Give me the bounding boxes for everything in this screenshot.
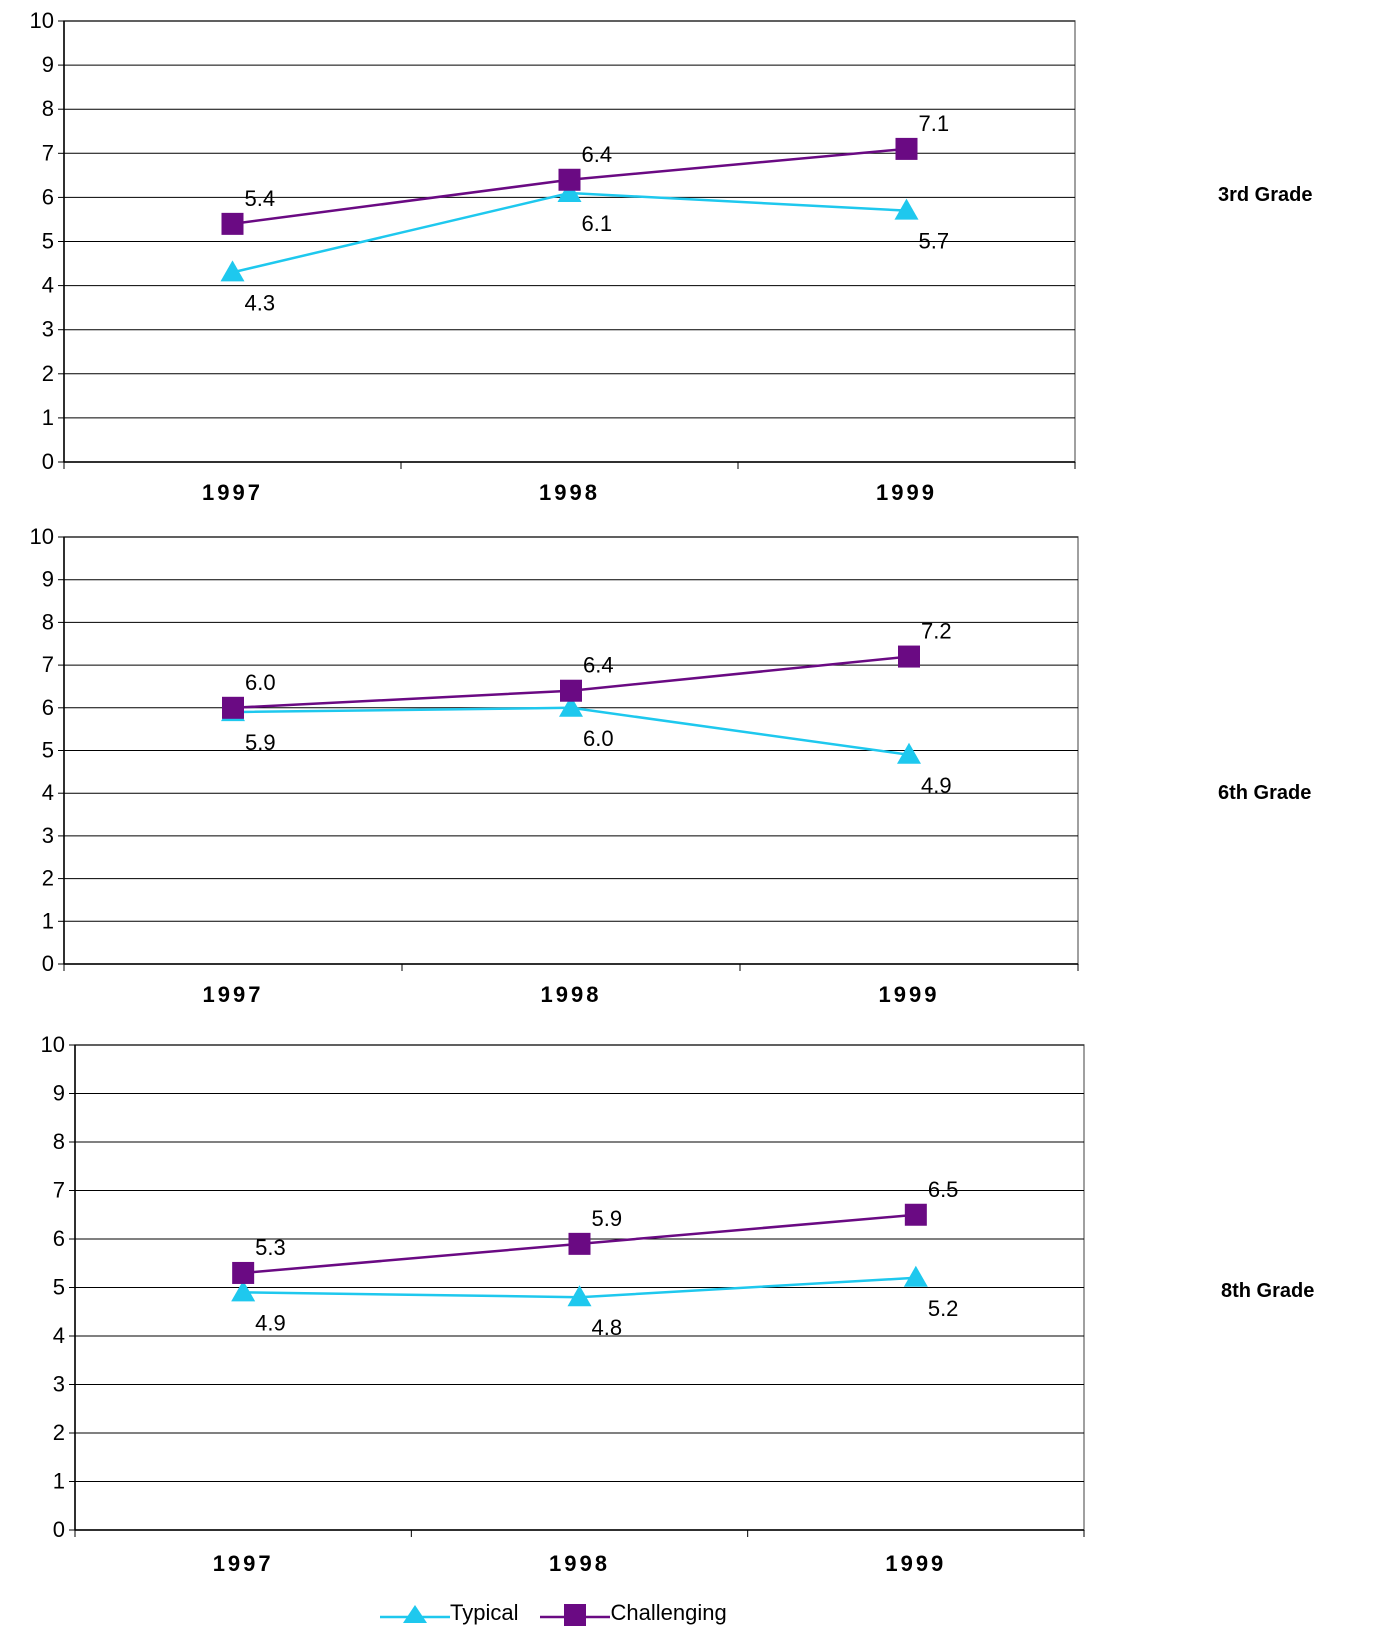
data-point-typical	[231, 1280, 256, 1302]
data-label-typical: 5.2	[928, 1296, 959, 1321]
y-tick-label: 1	[42, 908, 54, 933]
y-tick-label: 9	[42, 567, 54, 592]
data-point-typical	[220, 260, 245, 282]
y-tick-label: 4	[53, 1323, 65, 1348]
triangle-marker-icon	[380, 1605, 450, 1623]
y-tick-label: 0	[42, 449, 54, 474]
x-tick-label: 1999	[885, 1551, 946, 1576]
y-tick-label: 4	[42, 273, 54, 298]
y-tick-label: 6	[42, 695, 54, 720]
x-tick-label: 1998	[539, 480, 600, 505]
legend-item-typical: Typical	[380, 1598, 518, 1628]
x-tick-label: 1997	[202, 480, 263, 505]
data-point-typical	[903, 1265, 928, 1287]
x-tick-label: 1998	[549, 1551, 610, 1576]
data-point-challenging	[558, 168, 581, 191]
data-point-typical	[567, 1285, 592, 1307]
data-label-typical: 4.9	[921, 773, 952, 798]
data-label-typical: 4.8	[592, 1315, 623, 1340]
y-tick-label: 7	[42, 140, 54, 165]
data-point-challenging	[568, 1232, 591, 1255]
data-label-challenging: 6.4	[582, 142, 613, 167]
data-label-challenging: 6.0	[245, 670, 276, 695]
y-tick-label: 2	[42, 361, 54, 386]
y-tick-label: 8	[42, 96, 54, 121]
data-point-challenging	[222, 696, 244, 719]
data-point-challenging	[221, 212, 244, 235]
data-point-typical	[557, 180, 582, 202]
y-tick-label: 9	[42, 52, 54, 77]
y-tick-label: 1	[42, 405, 54, 430]
data-label-typical: 6.0	[583, 726, 614, 751]
data-label-typical: 5.9	[245, 730, 276, 755]
y-tick-label: 1	[53, 1469, 65, 1494]
y-tick-label: 4	[42, 780, 54, 805]
series-line-typical	[232, 191, 907, 274]
y-tick-label: 10	[41, 1032, 65, 1057]
data-point-challenging	[560, 679, 582, 702]
square-marker-icon	[540, 1604, 611, 1626]
y-tick-label: 6	[42, 184, 54, 209]
grade-label-8th: 8th Grade	[1221, 1280, 1315, 1302]
grade-label-6th: 6th Grade	[1218, 782, 1312, 804]
data-label-typical: 4.9	[255, 1310, 286, 1335]
y-tick-label: 10	[30, 524, 54, 549]
data-label-challenging: 5.3	[255, 1235, 286, 1260]
y-tick-label: 5	[53, 1275, 65, 1300]
y-tick-label: 7	[53, 1178, 65, 1203]
data-label-challenging: 5.9	[592, 1206, 623, 1231]
legend-label-challenging: Challenging	[610, 1600, 727, 1625]
y-tick-label: 9	[53, 1081, 65, 1106]
x-tick-label: 1998	[541, 982, 602, 1007]
y-tick-label: 0	[42, 951, 54, 976]
data-point-typical	[894, 198, 919, 220]
data-label-challenging: 6.4	[583, 653, 614, 678]
y-tick-label: 7	[42, 652, 54, 677]
data-point-challenging	[232, 1261, 255, 1284]
data-label-challenging: 7.2	[921, 619, 952, 644]
y-tick-label: 2	[42, 866, 54, 891]
data-label-challenging: 5.4	[245, 186, 276, 211]
chart-legend: Typical Challenging	[380, 1596, 727, 1630]
y-tick-label: 10	[30, 8, 54, 33]
y-tick-label: 8	[42, 609, 54, 634]
legend-item-challenging: Challenging	[540, 1598, 727, 1628]
data-label-typical: 4.3	[245, 290, 276, 315]
y-tick-label: 5	[42, 229, 54, 254]
data-point-challenging	[904, 1203, 927, 1226]
data-label-challenging: 6.5	[928, 1177, 959, 1202]
legend-label-typical: Typical	[450, 1600, 519, 1625]
y-tick-label: 6	[53, 1226, 65, 1251]
y-tick-label: 3	[42, 823, 54, 848]
y-tick-label: 5	[42, 738, 54, 763]
data-point-typical	[897, 742, 921, 764]
data-label-typical: 5.7	[919, 229, 950, 254]
data-point-challenging	[898, 645, 920, 668]
x-tick-label: 1997	[213, 1551, 274, 1576]
grade-label-3rd: 3rd Grade	[1218, 184, 1313, 206]
data-point-typical	[559, 695, 583, 717]
x-tick-label: 1997	[203, 982, 264, 1007]
y-tick-label: 0	[53, 1517, 65, 1542]
y-tick-label: 3	[42, 317, 54, 342]
x-tick-label: 1999	[876, 480, 937, 505]
y-tick-label: 2	[53, 1420, 65, 1445]
y-tick-label: 8	[53, 1129, 65, 1154]
data-label-challenging: 7.1	[919, 111, 950, 136]
y-tick-label: 3	[53, 1372, 65, 1397]
data-label-typical: 6.1	[582, 211, 613, 236]
data-point-challenging	[895, 137, 918, 160]
x-tick-label: 1999	[879, 982, 940, 1007]
